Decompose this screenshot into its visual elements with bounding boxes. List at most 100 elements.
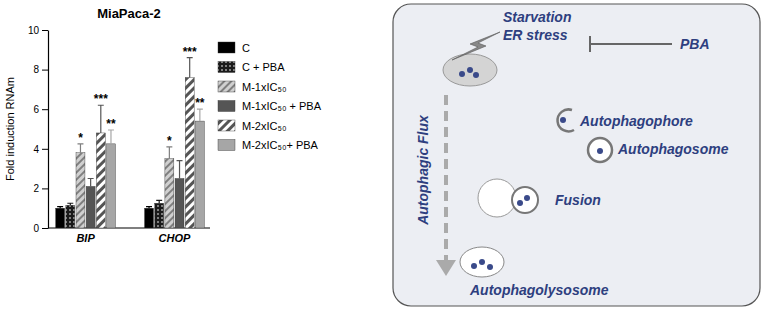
bar — [165, 159, 174, 228]
stress-label: Starvation — [503, 9, 571, 25]
legend-label: C + PBA — [242, 61, 285, 73]
x-axis: BIP CHOP — [48, 228, 210, 244]
legend-label: M-2xIC₅₀+ PBA — [242, 139, 319, 151]
y-tick: 8 — [33, 64, 48, 75]
cargo — [524, 195, 530, 201]
bar — [56, 208, 65, 228]
y-tick: 10 — [28, 25, 48, 36]
y-tick-label: 6 — [33, 104, 39, 115]
legend-label: M-2xIC₅₀ — [242, 120, 286, 132]
error-bar — [146, 207, 152, 209]
y-tick-mark — [42, 70, 48, 71]
error-bar — [57, 207, 63, 209]
bar — [66, 205, 75, 228]
bar — [195, 121, 204, 228]
y-tick: 0 — [33, 223, 48, 234]
y-tick-mark — [42, 188, 48, 189]
legend-swatch — [218, 42, 235, 53]
y-axis-title: Fold induction RNAm — [4, 77, 16, 181]
legend-swatch — [218, 62, 235, 73]
y-axis-line — [48, 31, 49, 229]
x-tick: CHOP — [159, 232, 191, 244]
stress-bolt — [452, 32, 500, 60]
cargo — [517, 200, 523, 206]
flux-arrowhead — [436, 260, 456, 276]
error-bar — [88, 179, 94, 187]
cargo — [473, 72, 479, 78]
er-shape — [443, 54, 497, 86]
annotations: ************ — [78, 45, 205, 148]
significance-label: * — [78, 131, 83, 145]
y-tick-label: 0 — [33, 223, 39, 234]
x-tick-label: BIP — [76, 232, 95, 244]
bar — [96, 133, 105, 228]
error-bar — [166, 147, 172, 159]
cargo — [479, 259, 485, 265]
y-tick-label: 8 — [33, 64, 39, 75]
y-axis: 0 2 4 6 8 10 — [28, 25, 49, 234]
cargo — [471, 263, 477, 269]
autophagosome — [588, 138, 612, 162]
cargo — [560, 117, 566, 123]
figure: MiaPaca-2 Fold induction RNAm 0 2 4 6 8 10 BIP CH… — [0, 0, 765, 310]
cargo — [487, 264, 493, 270]
diagram: Starvation ER stress PBA Autophagic Flux Aut… — [393, 4, 760, 306]
stage-label: Fusion — [555, 192, 601, 208]
y-tick-label: 2 — [33, 183, 39, 194]
chart-title: MiaPaca-2 — [97, 6, 161, 21]
inhibitor-line — [590, 36, 672, 52]
x-tick-label: CHOP — [159, 232, 191, 244]
error-bar — [156, 200, 162, 203]
y-tick-label: 10 — [28, 25, 40, 36]
flux-arrow — [444, 95, 448, 262]
legend-swatch — [218, 140, 235, 151]
error-bar — [67, 203, 73, 205]
y-tick-mark — [42, 149, 48, 150]
bar — [76, 153, 85, 228]
x-tick: BIP — [76, 232, 95, 244]
autophagolysosome — [460, 247, 504, 277]
bar-series — [96, 58, 194, 228]
error-bar — [98, 105, 104, 133]
bar — [145, 208, 154, 228]
y-tick: 2 — [33, 183, 48, 194]
stage-label: Autophagolysosome — [469, 282, 609, 298]
error-bar — [108, 130, 114, 144]
plot-area — [56, 58, 205, 228]
legend: C C + PBA M-1xIC₅₀ M-1xIC₅₀ + PBA M-2xIC₅₀ M-… — [218, 42, 322, 152]
error-bar — [177, 161, 183, 179]
y-tick: 4 — [33, 144, 48, 155]
bar — [175, 179, 184, 229]
bar — [155, 203, 164, 228]
significance-label: * — [167, 134, 172, 148]
stage-label: Autophagosome — [617, 141, 729, 157]
bar — [106, 144, 115, 228]
significance-label: ** — [195, 96, 205, 110]
y-tick-mark — [42, 30, 48, 31]
y-tick-label: 4 — [33, 144, 39, 155]
error-bar — [187, 58, 193, 78]
y-tick-mark — [42, 228, 48, 229]
legend-swatch — [218, 81, 235, 92]
phagophore — [558, 109, 574, 131]
lysosome — [478, 179, 516, 217]
autophagosome — [512, 187, 538, 213]
legend-label: C — [242, 42, 250, 54]
flux-label: Autophagic Flux — [415, 114, 431, 226]
error-bar — [197, 109, 203, 121]
significance-label: *** — [94, 92, 108, 106]
y-tick: 6 — [33, 104, 48, 115]
diagram-frame — [393, 4, 760, 306]
legend-label: M-1xIC₅₀ + PBA — [242, 100, 322, 112]
legend-swatch — [218, 120, 235, 131]
significance-label: ** — [106, 117, 116, 131]
stress-label: ER stress — [503, 27, 568, 43]
bar-series — [76, 144, 174, 228]
error-bar — [77, 144, 83, 153]
y-tick-mark — [42, 109, 48, 110]
legend-swatch — [218, 101, 235, 112]
stage-label: Autophagophore — [579, 113, 693, 129]
legend-label: M-1xIC₅₀ — [242, 81, 286, 93]
cargo — [597, 148, 603, 154]
inhibitor-label: PBA — [680, 36, 710, 52]
